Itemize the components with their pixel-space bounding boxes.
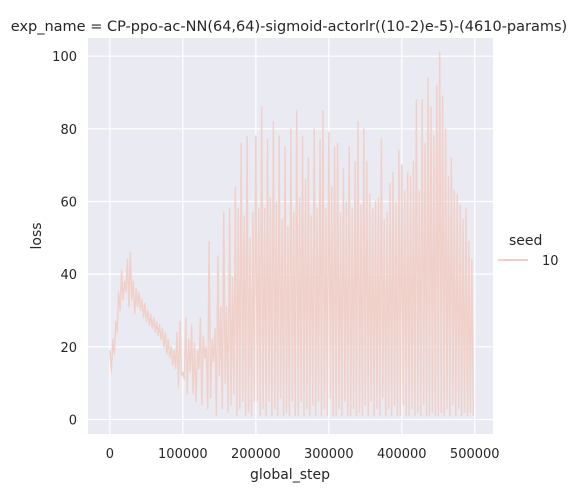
x-tick-label: 200000: [231, 447, 281, 462]
y-tick-label: 100: [52, 50, 77, 65]
x-tick-label: 400000: [377, 447, 427, 462]
x-tick-labels: 0 100000 200000 300000 400000 500000: [106, 447, 500, 462]
x-tick-label: 300000: [304, 447, 354, 462]
y-axis-label: loss: [29, 222, 45, 249]
y-tick-labels: 0 20 40 60 80 100: [52, 50, 77, 428]
legend-entry: 10: [542, 254, 559, 269]
y-tick-label: 40: [60, 268, 77, 283]
legend-title: seed: [509, 233, 542, 249]
x-tick-label: 0: [106, 447, 114, 462]
y-tick-label: 80: [60, 123, 77, 138]
legend: seed 10: [498, 233, 559, 269]
y-tick-label: 0: [69, 413, 77, 428]
y-tick-label: 60: [60, 195, 77, 210]
x-tick-label: 100000: [158, 447, 208, 462]
x-axis-label: global_step: [250, 467, 330, 483]
y-tick-label: 20: [60, 341, 77, 356]
x-tick-label: 500000: [450, 447, 500, 462]
chart-title: exp_name = CP-ppo-ac-NN(64,64)-sigmoid-a…: [11, 19, 567, 35]
